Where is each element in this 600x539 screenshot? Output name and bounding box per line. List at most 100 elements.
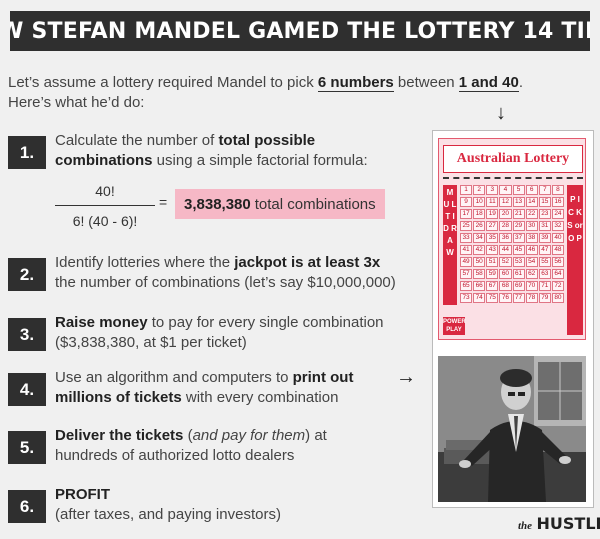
formula-numerator: 40! <box>95 183 115 199</box>
ticket-number-cell: 5 <box>512 185 525 195</box>
ticket-number-cell: 73 <box>460 293 473 303</box>
ticket-number-cell: 65 <box>460 281 473 291</box>
ticket-number-cell: 63 <box>538 269 551 279</box>
ticket-number-cell: 69 <box>512 281 525 291</box>
step-5-text: Deliver the tickets (and pay for them) a… <box>55 426 415 466</box>
ticket-number-cell: 7 <box>538 185 551 195</box>
ticket-number-cell: 30 <box>525 221 538 231</box>
ticket-picks-label: P I C K S or O P <box>567 185 583 335</box>
ticket-number-cell: 72 <box>551 281 564 291</box>
intro-text-a: Let’s assume a lottery required Mandel t… <box>8 74 318 91</box>
person-photo-icon <box>438 356 586 502</box>
ticket-number-cell: 29 <box>512 221 525 231</box>
ticket-number-cell: 31 <box>538 221 551 231</box>
ticket-number-cell: 10 <box>473 197 486 207</box>
ticket-number-cell: 16 <box>551 197 564 207</box>
person-photo <box>438 356 586 502</box>
factorial-formula: 40! 6! (40 - 6)! = 3,838,380 total combi… <box>55 178 415 232</box>
step-4-number: 4. <box>8 373 46 406</box>
step-6-number: 6. <box>8 490 46 523</box>
result-value: 3,838,380 <box>184 195 251 213</box>
step-3-bold-a: Raise money <box>55 314 148 331</box>
step-5-italic-a: and pay for them <box>192 427 306 444</box>
ticket-number-cell: 46 <box>525 245 538 255</box>
formula-fraction: 40! 6! (40 - 6)! <box>55 178 155 231</box>
formula-equals: = <box>159 194 168 210</box>
ticket-number-cell: 76 <box>499 293 512 303</box>
ticket-number-cell: 60 <box>499 269 512 279</box>
ticket-number-cell: 13 <box>512 197 525 207</box>
ticket-number-cell: 50 <box>473 257 486 267</box>
step-5-text-c: hundreds of authorized lotto dealers <box>55 447 295 464</box>
ticket-number-cell: 51 <box>486 257 499 267</box>
ticket-number-cell: 21 <box>512 209 525 219</box>
ticket-number-cell: 3 <box>486 185 499 195</box>
ticket-number-cell: 67 <box>486 281 499 291</box>
ticket-number-cell: 61 <box>512 269 525 279</box>
intro-highlight-range: 1 and 40 <box>458 74 519 92</box>
ticket-number-cell: 23 <box>538 209 551 219</box>
ticket-number-cell: 44 <box>499 245 512 255</box>
step-2-text-a: Identify lotteries where the <box>55 254 235 271</box>
step-5-number: 5. <box>8 431 46 464</box>
step-5-bold-a: Deliver the tickets <box>55 427 184 444</box>
ticket-number-cell: 22 <box>525 209 538 219</box>
step-5-text-b: ) at <box>305 427 327 444</box>
ticket-number-cell: 77 <box>512 293 525 303</box>
step-1-bold-a: total possible <box>218 132 316 149</box>
step-4-bold-b: millions of tickets <box>55 389 182 406</box>
ticket-number-cell: 6 <box>525 185 538 195</box>
ticket-number-cell: 53 <box>512 257 525 267</box>
ticket-number-cell: 71 <box>538 281 551 291</box>
step-6-bold-a: PROFIT <box>55 486 110 503</box>
ticket-perforation <box>443 177 583 182</box>
ticket-number-cell: 11 <box>486 197 499 207</box>
ticket-number-cell: 79 <box>538 293 551 303</box>
ticket-number-cell: 8 <box>551 185 564 195</box>
intro-line-1: Let’s assume a lottery required Mandel t… <box>8 73 598 93</box>
ticket-number-cell: 75 <box>486 293 499 303</box>
ticket-number-cell: 14 <box>525 197 538 207</box>
step-1-bold-b: combinations <box>55 152 153 169</box>
ticket-number-cell: 57 <box>460 269 473 279</box>
step-6-text-b: (after taxes, and paying investors) <box>55 506 281 523</box>
ticket-number-cell: 62 <box>525 269 538 279</box>
step-1-text-a: Calculate the number of <box>55 132 219 149</box>
ticket-number-cell: 35 <box>486 233 499 243</box>
ticket-number-cell: 27 <box>486 221 499 231</box>
ticket-number-cell: 24 <box>551 209 564 219</box>
ticket-multidraw-label: M U L T I D R A W <box>443 185 457 305</box>
step-2-text: Identify lotteries where the jackpot is … <box>55 253 415 293</box>
intro-text-c: between <box>393 74 459 91</box>
ticket-number-cell: 15 <box>538 197 551 207</box>
step-3-number: 3. <box>8 318 46 351</box>
step-1-number: 1. <box>8 136 46 169</box>
ticket-number-cell: 48 <box>551 245 564 255</box>
right-arrow-icon: → <box>396 366 416 388</box>
ticket-number-cell: 49 <box>460 257 473 267</box>
ticket-number-cell: 33 <box>460 233 473 243</box>
ticket-number-cell: 66 <box>473 281 486 291</box>
step-1-text-b: using a simple factorial formula: <box>152 152 368 169</box>
formula-denominator: 6! (40 - 6)! <box>72 213 138 229</box>
ticket-number-cell: 9 <box>460 197 473 207</box>
ticket-number-cell: 37 <box>512 233 525 243</box>
step-3-text-b: ($3,838,380, at $1 per ticket) <box>55 334 247 351</box>
ticket-number-cell: 56 <box>551 257 564 267</box>
step-1-text: Calculate the number of total possible c… <box>55 131 415 171</box>
ticket-number-cell: 26 <box>473 221 486 231</box>
ticket-number-cell: 78 <box>525 293 538 303</box>
ticket-number-cell: 70 <box>525 281 538 291</box>
ticket-number-cell: 38 <box>525 233 538 243</box>
ticket-number-cell: 80 <box>551 293 564 303</box>
step-3-text: Raise money to pay for every single comb… <box>55 313 415 353</box>
ticket-number-cell: 52 <box>499 257 512 267</box>
intro-line-2: Here’s what he’d do: <box>8 94 145 111</box>
ticket-number-cell: 74 <box>473 293 486 303</box>
ticket-number-cell: 55 <box>538 257 551 267</box>
step-4-text-b: with every combination <box>181 389 339 406</box>
ticket-number-cell: 59 <box>486 269 499 279</box>
step-2-text-b: the number of combinations (let’s say $1… <box>55 274 396 291</box>
ticket-number-cell: 12 <box>499 197 512 207</box>
